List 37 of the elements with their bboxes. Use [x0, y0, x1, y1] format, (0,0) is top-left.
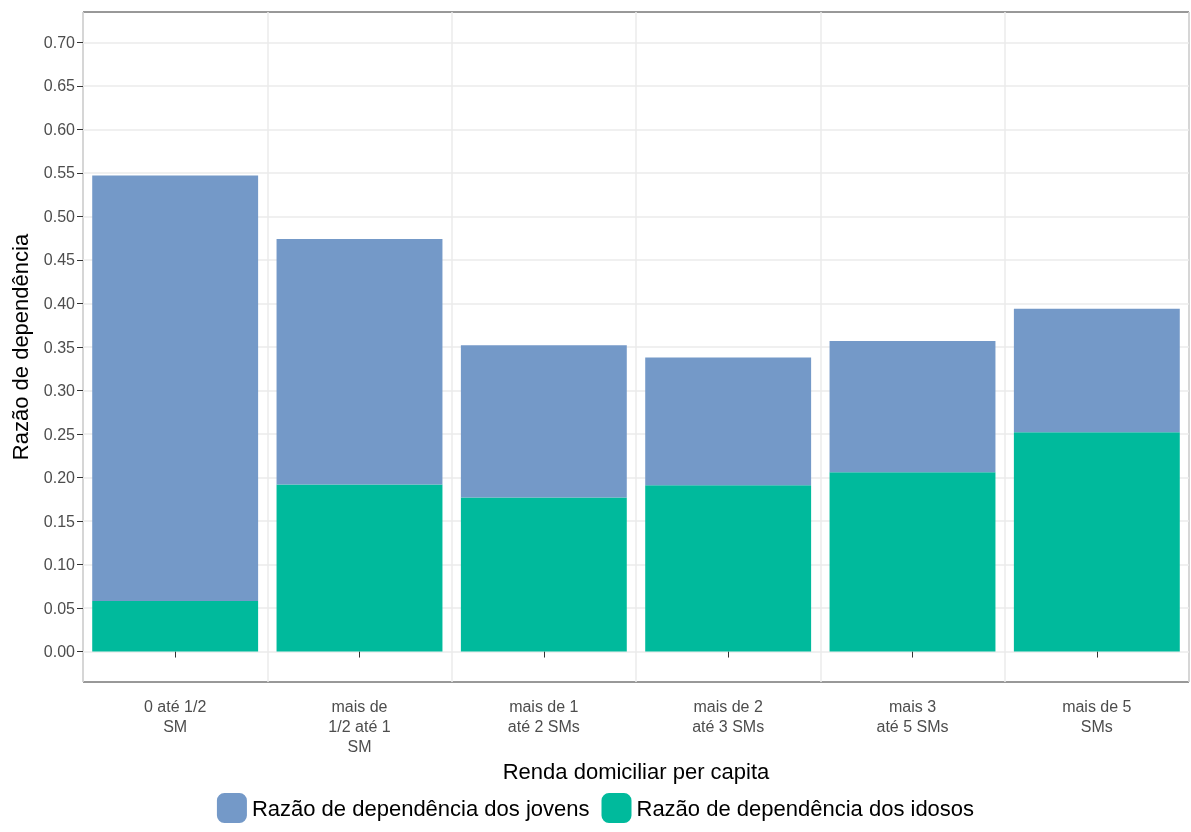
y-tick-label: 0.70	[43, 33, 76, 51]
x-axis-title: Renda domiciliar per capita	[502, 759, 771, 785]
y-tick-label: 0.00	[43, 643, 76, 661]
bar	[92, 601, 259, 652]
y-tick-label: 0.05	[43, 599, 76, 617]
y-tick-label: 0.25	[43, 425, 76, 443]
y-tick-label: 0.30	[43, 382, 76, 400]
bar	[1013, 308, 1180, 433]
x-tick-label: mais 3 até 5 SMs	[876, 697, 949, 735]
y-tick-label: 0.20	[43, 469, 76, 487]
bar	[829, 340, 996, 473]
y-tick-label: 0.45	[43, 251, 76, 269]
y-tick-label: 0.60	[43, 120, 76, 138]
legend-label: Razão de dependência dos idosos	[636, 795, 975, 821]
y-tick-label: 0.35	[43, 338, 76, 356]
bar	[829, 472, 996, 652]
y-tick-label: 0.55	[43, 164, 76, 182]
y-tick-label: 0.40	[43, 294, 76, 312]
x-tick-label: 0 até 1/2 SM	[144, 697, 207, 735]
bar	[460, 497, 627, 652]
x-tick-label: mais de 5 SMs	[1062, 697, 1132, 735]
bar	[276, 239, 443, 485]
x-tick-label: mais de 1 até 2 SMs	[507, 697, 580, 735]
y-tick-label: 0.15	[43, 512, 76, 530]
y-axis-title: Razão de dependência	[7, 233, 33, 461]
bar	[92, 175, 259, 602]
bar	[645, 485, 812, 652]
bar	[276, 484, 443, 652]
y-tick-label: 0.50	[43, 207, 76, 225]
y-tick-label: 0.10	[43, 556, 76, 574]
y-tick-label: 0.65	[43, 77, 76, 95]
x-tick-label: mais de 1/2 até 1 SM	[328, 697, 391, 755]
bar	[1013, 432, 1180, 652]
bar	[460, 345, 627, 498]
x-tick-label: mais de 2 até 3 SMs	[692, 697, 765, 735]
legend-label: Razão de dependência dos jovens	[251, 795, 590, 821]
bar	[645, 357, 812, 486]
